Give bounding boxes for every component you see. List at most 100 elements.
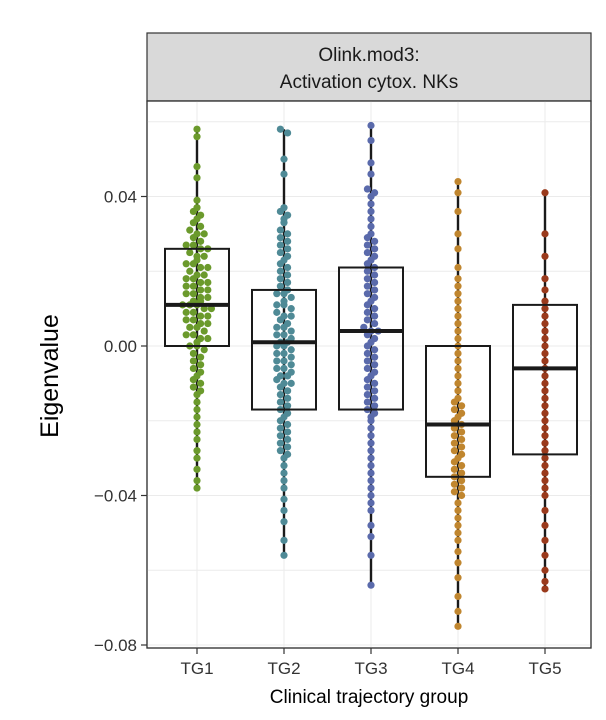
point-tg3 [363, 316, 371, 324]
point-tg2 [284, 237, 292, 245]
point-tg3 [371, 319, 379, 328]
point-tg4 [454, 574, 462, 582]
point-tg2 [276, 234, 284, 242]
point-tg2 [276, 207, 284, 216]
point-tg2 [276, 432, 284, 440]
x-tick-label: TG2 [267, 659, 300, 678]
point-tg1 [186, 267, 194, 275]
point-tg3 [371, 361, 379, 369]
point-tg3 [367, 136, 375, 145]
point-tg1 [189, 357, 197, 365]
point-tg5 [541, 417, 549, 425]
point-tg1 [193, 390, 201, 399]
point-tg1 [182, 275, 190, 283]
point-tg2 [284, 394, 292, 402]
point-tg1 [189, 275, 197, 283]
y-tick-label: −0.08 [94, 636, 137, 655]
boxes [164, 247, 578, 478]
point-tg1 [189, 219, 197, 227]
point-tg5 [541, 349, 549, 358]
point-tg3 [371, 379, 379, 387]
point-tg4 [458, 484, 466, 492]
point-tg4 [454, 275, 462, 283]
point-tg2 [280, 155, 288, 163]
point-tg4 [454, 290, 462, 298]
point-tg1 [189, 241, 197, 249]
point-tg2 [280, 331, 288, 339]
point-tg5 [541, 379, 549, 387]
point-tg3 [367, 215, 375, 223]
point-tg3 [371, 286, 379, 294]
point-tg1 [197, 237, 205, 245]
point-tg1 [193, 484, 201, 492]
point-tg2 [284, 402, 292, 410]
point-tg1 [197, 312, 205, 320]
point-tg2 [280, 551, 288, 559]
point-tg5 [541, 521, 549, 530]
point-tg1 [193, 476, 201, 485]
point-tg3 [363, 267, 371, 275]
point-tg1 [189, 383, 197, 391]
point-tg5 [541, 454, 549, 462]
point-tg2 [280, 349, 288, 358]
point-tg4 [454, 349, 462, 358]
point-tg1 [189, 308, 197, 316]
point-tg3 [371, 353, 379, 361]
point-tg5 [541, 585, 549, 593]
y-axis-title: Eigenvalue [36, 314, 64, 438]
facet-strip [146, 32, 592, 102]
point-tg4 [450, 458, 458, 466]
x-tick-label: TG3 [354, 659, 387, 678]
point-tg1 [193, 125, 201, 133]
point-tg5 [541, 491, 549, 500]
point-tg2 [276, 282, 284, 290]
point-tg4 [454, 297, 462, 305]
point-tg1 [200, 327, 208, 335]
point-tg3 [367, 551, 375, 559]
point-tg2 [280, 290, 288, 298]
point-tg3 [367, 447, 375, 455]
point-tg1 [197, 361, 205, 369]
point-tg2 [280, 495, 288, 503]
point-tg5 [541, 305, 549, 313]
point-tg2 [287, 353, 295, 361]
point-tg3 [363, 260, 371, 268]
point-tg4 [458, 443, 466, 451]
point-tg1 [197, 278, 205, 287]
point-tg4 [454, 521, 462, 530]
point-tg4 [454, 514, 462, 522]
y-tick-label: 0.00 [104, 337, 137, 356]
y-axis: −0.08 −0.04 0.00 0.04 [94, 188, 147, 655]
point-tg3 [367, 192, 375, 201]
point-tg2 [287, 361, 295, 369]
point-tg1 [204, 278, 212, 287]
point-tg2 [273, 357, 281, 365]
point-tg2 [284, 372, 292, 380]
point-tg4 [454, 319, 462, 328]
point-tg2 [284, 443, 292, 451]
point-tg3 [363, 390, 371, 399]
panel-border [146, 100, 592, 649]
point-tg2 [280, 301, 288, 309]
point-tg1 [189, 282, 197, 290]
point-tg2 [273, 323, 281, 331]
point-tg2 [284, 263, 292, 272]
point-tg1 [182, 316, 190, 324]
point-tg4 [458, 476, 466, 485]
point-tg3 [371, 402, 379, 410]
point-tg2 [280, 462, 288, 470]
point-tg1 [182, 260, 190, 268]
point-tg3 [363, 383, 371, 391]
point-tg3 [363, 290, 371, 298]
point-tg4 [454, 177, 462, 186]
point-tg1 [200, 230, 208, 238]
point-tg1 [186, 323, 194, 331]
point-tg2 [280, 364, 288, 373]
point-tg1 [186, 226, 194, 234]
point-tg4 [454, 387, 462, 395]
point-tg3 [367, 581, 375, 589]
y-tick-label: 0.04 [104, 188, 137, 207]
point-tg4 [454, 529, 462, 537]
point-tg4 [458, 462, 466, 470]
